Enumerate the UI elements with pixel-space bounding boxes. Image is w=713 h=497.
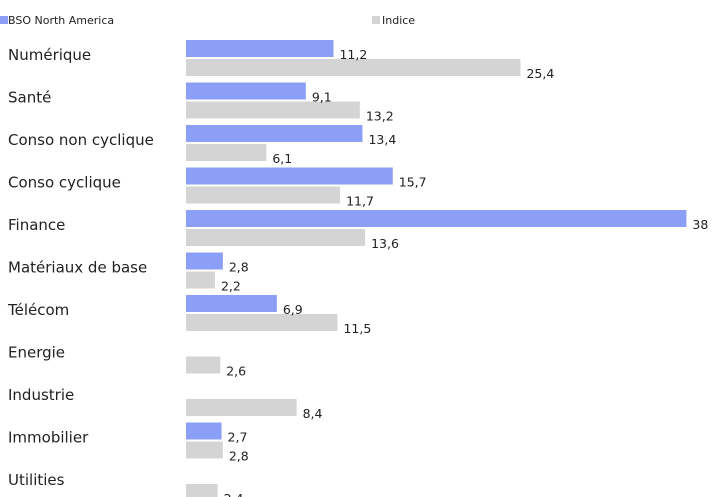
value-label-indice-telecom: 11,5 <box>343 321 371 336</box>
value-label-indice-immobilier: 2,8 <box>229 449 249 464</box>
category-label-finance: Finance <box>8 216 65 234</box>
value-label-bso-north-america-telecom: 6,9 <box>283 302 303 317</box>
bar-bso-north-america-finance <box>186 210 687 227</box>
bar-bso-north-america-telecom <box>186 295 277 312</box>
value-label-bso-north-america-conso-cyclique: 15,7 <box>399 175 427 190</box>
category-label-industrie: Industrie <box>8 386 74 404</box>
legend-label-indice: Indice <box>382 14 415 27</box>
bar-indice-numerique <box>186 59 521 76</box>
value-label-indice-materiaux-de-base: 2,2 <box>221 279 241 294</box>
bar-bso-north-america-conso-cyclique <box>186 167 393 185</box>
value-label-bso-north-america-finance: 38 <box>692 217 708 232</box>
bar-indice-conso-non-cyclique <box>186 144 267 161</box>
category-label-telecom: Télécom <box>7 301 69 319</box>
legend-swatch-bso-north-america <box>0 16 8 24</box>
bar-indice-conso-cyclique <box>186 186 341 204</box>
value-labels: 11,2 25,4 9,1 13,2 13,4 6,1 15,7 11,7 38 13,6 2,8 2… <box>221 47 708 497</box>
value-label-bso-north-america-numerique: 11,2 <box>339 47 367 62</box>
bar-indice-energie <box>186 356 221 374</box>
value-label-indice-utilities: 2,4 <box>224 491 244 497</box>
bar-indice-immobilier <box>186 441 223 459</box>
bar-bso-north-america-numerique <box>186 40 334 57</box>
value-label-indice-conso-cyclique: 11,7 <box>346 194 374 209</box>
legend-swatch-indice <box>372 16 380 24</box>
value-label-indice-conso-non-cyclique: 6,1 <box>272 151 292 166</box>
value-label-bso-north-america-sante: 9,1 <box>312 90 332 105</box>
value-label-bso-north-america-materiaux-de-base: 2,8 <box>229 260 249 275</box>
value-label-bso-north-america-immobilier: 2,7 <box>228 430 248 445</box>
bar-bso-north-america-immobilier <box>186 422 222 440</box>
bar-indice-telecom <box>186 314 338 331</box>
value-label-indice-numerique: 25,4 <box>526 66 554 81</box>
category-label-conso-non-cyclique: Conso non cyclique <box>8 131 154 149</box>
category-label-conso-cyclique: Conso cyclique <box>8 174 121 192</box>
value-label-indice-finance: 13,6 <box>371 236 399 251</box>
category-label-utilities: Utilities <box>8 471 65 489</box>
bar-indice-utilities <box>186 484 218 497</box>
category-label-immobilier: Immobilier <box>8 429 89 447</box>
bar-bso-north-america-materiaux-de-base <box>186 252 223 270</box>
value-label-bso-north-america-conso-non-cyclique: 13,4 <box>368 132 396 147</box>
bar-bso-north-america-sante <box>186 82 306 100</box>
category-label-materiaux-de-base: Matériaux de base <box>8 259 147 277</box>
bar-indice-finance <box>186 229 366 246</box>
bar-bso-north-america-conso-non-cyclique <box>186 125 363 142</box>
legend: BSO North America Indice <box>0 14 415 27</box>
category-label-energie: Energie <box>8 344 65 362</box>
value-label-indice-industrie: 8,4 <box>303 406 323 421</box>
bar-indice-industrie <box>186 399 297 416</box>
bar-indice-sante <box>186 101 360 119</box>
legend-label-bso-north-america: BSO North America <box>8 14 114 27</box>
bar-indice-materiaux-de-base <box>186 271 215 289</box>
category-labels: Numérique Santé Conso non cyclique Conso cy… <box>7 46 154 489</box>
value-label-indice-energie: 2,6 <box>226 364 246 379</box>
bars <box>186 40 687 497</box>
value-label-indice-sante: 13,2 <box>366 109 394 124</box>
category-label-sante: Santé <box>8 89 51 107</box>
category-label-numerique: Numérique <box>8 46 91 64</box>
